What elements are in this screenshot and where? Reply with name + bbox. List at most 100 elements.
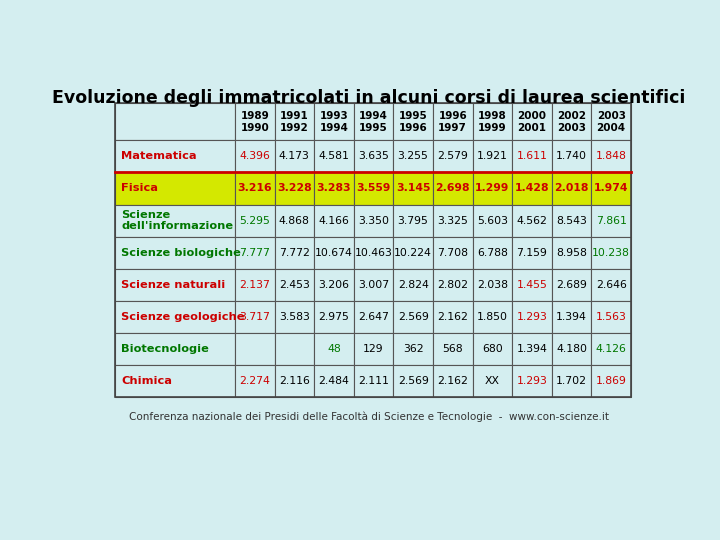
Text: 1.869: 1.869 xyxy=(595,376,626,386)
Text: 4.173: 4.173 xyxy=(279,151,310,161)
Text: Scienze
dell'informazione: Scienze dell'informazione xyxy=(121,210,233,232)
Text: 7.708: 7.708 xyxy=(437,248,468,258)
Bar xyxy=(354,103,393,140)
Bar xyxy=(114,205,235,237)
Text: 1989
1990: 1989 1990 xyxy=(240,111,269,133)
Bar xyxy=(114,269,235,301)
Bar xyxy=(235,365,274,397)
Text: 48: 48 xyxy=(327,344,341,354)
Text: 1.921: 1.921 xyxy=(477,151,508,161)
Text: 1.299: 1.299 xyxy=(475,184,510,193)
Text: 1.563: 1.563 xyxy=(595,312,626,322)
Text: 1.848: 1.848 xyxy=(595,151,626,161)
Bar xyxy=(314,365,354,397)
Text: 3.795: 3.795 xyxy=(397,215,428,226)
Text: 2.824: 2.824 xyxy=(397,280,428,290)
Bar xyxy=(591,237,631,269)
Text: 2002
2003: 2002 2003 xyxy=(557,111,586,133)
Text: 2.137: 2.137 xyxy=(239,280,270,290)
Text: 2000
2001: 2000 2001 xyxy=(518,111,546,133)
Text: 1.611: 1.611 xyxy=(516,151,547,161)
Bar xyxy=(591,301,631,333)
Text: 10.674: 10.674 xyxy=(315,248,353,258)
Bar xyxy=(274,365,314,397)
Text: 3.717: 3.717 xyxy=(239,312,270,322)
Text: 3.216: 3.216 xyxy=(238,184,272,193)
Text: 7.159: 7.159 xyxy=(516,248,547,258)
Text: Chimica: Chimica xyxy=(121,376,172,386)
Text: 129: 129 xyxy=(363,344,384,354)
Text: 1995
1996: 1995 1996 xyxy=(399,111,428,133)
Bar xyxy=(274,301,314,333)
Text: 1991
1992: 1991 1992 xyxy=(280,111,309,133)
Bar xyxy=(472,140,512,172)
Bar xyxy=(433,333,472,365)
Text: Biotecnologie: Biotecnologie xyxy=(121,344,209,354)
Text: 1.702: 1.702 xyxy=(556,376,587,386)
Text: 1.740: 1.740 xyxy=(556,151,587,161)
Bar xyxy=(314,205,354,237)
Bar xyxy=(354,140,393,172)
Bar xyxy=(552,269,591,301)
Bar xyxy=(274,205,314,237)
Bar xyxy=(354,205,393,237)
Text: 3.583: 3.583 xyxy=(279,312,310,322)
Bar xyxy=(552,172,591,205)
Text: 2.453: 2.453 xyxy=(279,280,310,290)
Text: 3.350: 3.350 xyxy=(358,215,389,226)
Text: 1996
1997: 1996 1997 xyxy=(438,111,467,133)
Bar xyxy=(393,269,433,301)
Bar xyxy=(433,140,472,172)
Text: 2.111: 2.111 xyxy=(358,376,389,386)
Text: 3.283: 3.283 xyxy=(317,184,351,193)
Text: 3.255: 3.255 xyxy=(397,151,428,161)
Bar xyxy=(114,172,235,205)
Text: 1.394: 1.394 xyxy=(516,344,547,354)
Bar xyxy=(591,172,631,205)
Text: 1.394: 1.394 xyxy=(556,312,587,322)
Bar xyxy=(235,301,274,333)
Bar xyxy=(512,103,552,140)
Bar xyxy=(114,103,631,397)
Bar xyxy=(354,172,393,205)
Text: 6.788: 6.788 xyxy=(477,248,508,258)
Bar xyxy=(472,172,512,205)
Text: Scienze naturali: Scienze naturali xyxy=(121,280,225,290)
Bar xyxy=(393,333,433,365)
Text: 2.569: 2.569 xyxy=(397,376,428,386)
Text: 3.145: 3.145 xyxy=(396,184,431,193)
Text: 5.295: 5.295 xyxy=(239,215,270,226)
Bar xyxy=(354,301,393,333)
Bar xyxy=(354,333,393,365)
Text: 4.396: 4.396 xyxy=(239,151,270,161)
Text: 7.772: 7.772 xyxy=(279,248,310,258)
Text: 1.293: 1.293 xyxy=(516,312,547,322)
Text: Evoluzione degli immatricolati in alcuni corsi di laurea scientifici: Evoluzione degli immatricolati in alcuni… xyxy=(53,90,685,107)
Bar xyxy=(235,172,274,205)
Text: 1998
1999: 1998 1999 xyxy=(478,111,507,133)
Text: 7.861: 7.861 xyxy=(595,215,626,226)
Text: Fisica: Fisica xyxy=(121,184,158,193)
Text: Conferenza nazionale dei Presidi delle Facoltà di Scienze e Tecnologie  -  www.c: Conferenza nazionale dei Presidi delle F… xyxy=(129,411,609,422)
Bar xyxy=(433,301,472,333)
Bar xyxy=(472,269,512,301)
Bar xyxy=(433,237,472,269)
Text: 4.180: 4.180 xyxy=(556,344,587,354)
Text: 4.581: 4.581 xyxy=(318,151,349,161)
Bar xyxy=(512,172,552,205)
Bar xyxy=(512,269,552,301)
Bar xyxy=(433,205,472,237)
Bar xyxy=(393,237,433,269)
Bar xyxy=(314,269,354,301)
Bar xyxy=(433,172,472,205)
Bar xyxy=(354,365,393,397)
Text: 2.116: 2.116 xyxy=(279,376,310,386)
Text: 362: 362 xyxy=(402,344,423,354)
Bar xyxy=(114,301,235,333)
Text: 2.274: 2.274 xyxy=(239,376,270,386)
Bar xyxy=(274,333,314,365)
Text: 8.958: 8.958 xyxy=(556,248,587,258)
Bar xyxy=(591,333,631,365)
Bar xyxy=(393,205,433,237)
Bar xyxy=(235,205,274,237)
